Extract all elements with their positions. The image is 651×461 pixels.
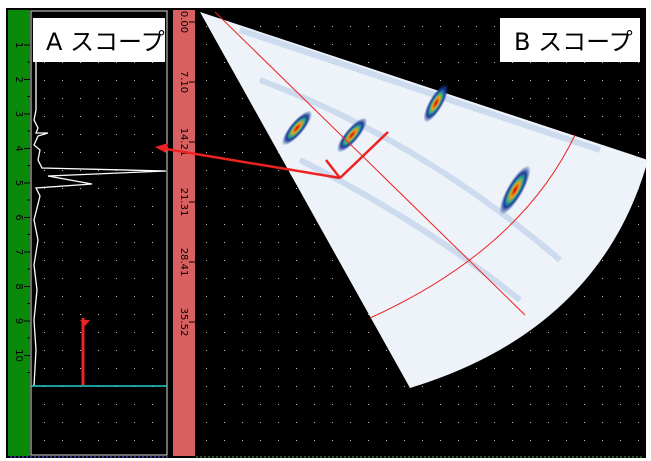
a-ruler-label: 1 (13, 42, 24, 48)
b-ruler-label: 21.31 (178, 188, 189, 217)
b-ruler-label: 35.52 (178, 308, 189, 337)
b-ruler-label: 28.41 (178, 248, 189, 277)
b-ruler-label: 0.00 (178, 11, 189, 33)
b-ruler-label: 7.10 (178, 71, 189, 93)
a-ruler-label: 10 (13, 349, 24, 362)
b-scope-label: B スコープ (514, 28, 633, 56)
screen: 12345678910 A スコープ 0.007.1014.2121.3128.… (0, 0, 651, 461)
a-ruler-label: 7 (13, 249, 24, 255)
a-ruler-label: 9 (13, 318, 24, 324)
a-ruler-label: 6 (13, 214, 24, 220)
a-ruler-label: 5 (13, 180, 24, 186)
a-scope-label: A スコープ (46, 28, 165, 56)
a-ruler-label: 4 (13, 145, 24, 151)
a-ruler-label: 8 (13, 283, 24, 289)
a-scope-panel (31, 11, 167, 455)
a-ruler-label: 3 (13, 111, 24, 117)
a-ruler-label: 2 (13, 76, 24, 82)
